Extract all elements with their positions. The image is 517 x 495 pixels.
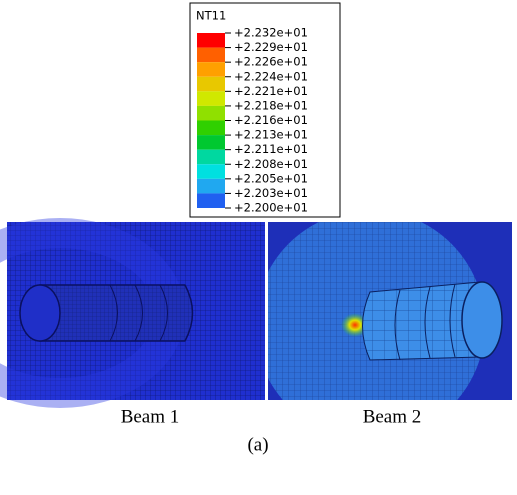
- legend-swatch: [197, 120, 225, 136]
- legend-label: +2.208e+01: [234, 157, 308, 171]
- legend-label: +2.205e+01: [234, 171, 308, 185]
- legend-label: +2.216e+01: [234, 113, 308, 127]
- legend-swatch: [197, 178, 225, 194]
- legend-label: +2.221e+01: [234, 84, 308, 98]
- legend-swatch: [197, 164, 225, 179]
- legend-swatch: [197, 193, 225, 208]
- legend-swatch: [197, 91, 225, 106]
- legend-label: +2.218e+01: [234, 98, 308, 112]
- legend-label: +2.229e+01: [234, 40, 308, 54]
- legend-label: +2.203e+01: [234, 186, 308, 200]
- panel-beam-2: [268, 222, 512, 400]
- legend-label: +2.224e+01: [234, 69, 308, 83]
- legend-title: NT11: [196, 9, 226, 23]
- panel-caption: Beam 1: [121, 406, 180, 427]
- legend-label: +2.213e+01: [234, 128, 308, 142]
- legend-swatch: [197, 62, 225, 77]
- legend-label: +2.211e+01: [234, 142, 308, 156]
- legend-swatch: [197, 135, 225, 150]
- panel-beam-1: [0, 218, 265, 408]
- figure-label: (a): [247, 434, 268, 455]
- legend-swatch: [197, 105, 225, 121]
- legend-label: +2.200e+01: [234, 201, 308, 215]
- legend-swatch: [197, 47, 225, 63]
- panel-caption: Beam 2: [363, 406, 422, 427]
- legend-label: +2.232e+01: [234, 26, 308, 40]
- legend-swatch: [197, 33, 225, 48]
- legend-swatch: [197, 149, 225, 165]
- legend-label: +2.226e+01: [234, 55, 308, 69]
- legend-swatch: [197, 76, 225, 92]
- legend-items: +2.232e+01+2.229e+01+2.226e+01+2.224e+01…: [197, 26, 308, 215]
